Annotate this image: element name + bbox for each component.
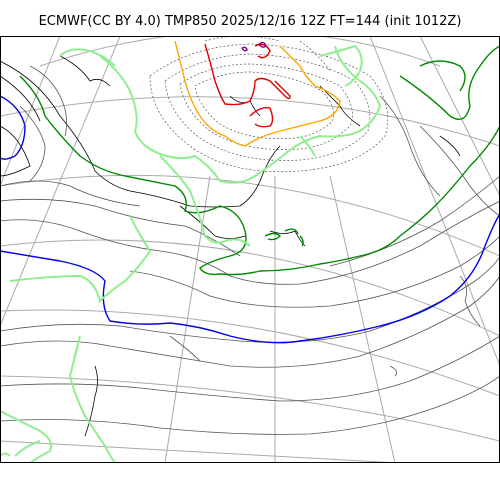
meridian-line bbox=[369, 36, 500, 367]
isotherm-m12c bbox=[59, 48, 116, 67]
isotherm-m30c bbox=[258, 41, 267, 48]
meridian-line bbox=[419, 36, 500, 197]
isotherm-m30c bbox=[241, 46, 248, 52]
isotherm-dashed bbox=[164, 53, 371, 161]
coastline bbox=[59, 55, 111, 87]
isotherm-dashed bbox=[179, 63, 353, 150]
isotherm-m12c bbox=[159, 155, 251, 247]
isotherm-minor bbox=[169, 335, 201, 362]
isotherm-m12c bbox=[0, 410, 53, 463]
isotherm-minor bbox=[29, 65, 68, 137]
minor-isotherms bbox=[0, 65, 500, 435]
isotherm-0c-group bbox=[0, 95, 500, 344]
isotherm-m12c bbox=[99, 45, 382, 184]
meridian-line bbox=[0, 36, 121, 327]
isotherm-m6c bbox=[264, 232, 281, 241]
isotherm-dashed bbox=[194, 71, 334, 140]
temperature-map bbox=[0, 36, 500, 463]
isotherm-m6c bbox=[419, 60, 466, 92]
latitude-arc bbox=[0, 174, 500, 257]
isotherm-m30c-group bbox=[241, 41, 267, 52]
isotherm-minor bbox=[379, 95, 441, 197]
isotherm-0c bbox=[0, 95, 26, 160]
coastline bbox=[0, 75, 41, 122]
isotherm-minor bbox=[0, 375, 500, 435]
isotherm-m24c bbox=[204, 43, 291, 106]
latitude-arc bbox=[0, 96, 500, 147]
map-background bbox=[0, 36, 500, 463]
coastline bbox=[0, 60, 281, 208]
isotherm-m24c bbox=[254, 43, 271, 59]
coastline bbox=[439, 135, 461, 157]
isotherm-m12c bbox=[68, 335, 116, 463]
isotherm-m12c bbox=[14, 440, 41, 457]
isotherm-minor bbox=[0, 335, 500, 402]
isotherm-minor bbox=[0, 180, 141, 207]
isotherm-m12c bbox=[299, 135, 316, 157]
isotherm-minor bbox=[0, 200, 500, 285]
isotherm-m18c bbox=[174, 40, 341, 147]
coastline bbox=[0, 125, 31, 177]
isotherm-m24c bbox=[249, 106, 274, 128]
isotherm-dashed bbox=[149, 43, 389, 173]
isotherm-m12c bbox=[319, 44, 363, 87]
map-title: ECMWF(CC BY 4.0) TMP850 2025/12/16 12Z F… bbox=[38, 14, 462, 29]
isotherm-minor bbox=[419, 125, 500, 217]
isotherm-m6c bbox=[299, 235, 304, 247]
isotherm-m6c-group bbox=[19, 45, 500, 276]
isotherm-m6c bbox=[19, 75, 500, 276]
isotherm-minor bbox=[0, 275, 500, 368]
isotherm-m6c bbox=[399, 45, 500, 120]
isotherm-m24c-group bbox=[204, 43, 291, 128]
isotherm-minor bbox=[329, 175, 500, 267]
isotherm-minor bbox=[389, 365, 398, 377]
coastline bbox=[179, 205, 246, 239]
coastline bbox=[269, 230, 306, 247]
isotherm-m6c bbox=[284, 228, 299, 235]
isotherm-m18c-group bbox=[174, 40, 341, 147]
isotherm-minor bbox=[129, 235, 500, 308]
isotherm-m12c-group bbox=[0, 44, 382, 463]
isotherm-minor bbox=[19, 105, 46, 182]
latitude-arc bbox=[39, 36, 441, 67]
isotherm-0c bbox=[0, 213, 500, 344]
coastline bbox=[84, 365, 98, 437]
coastlines bbox=[0, 55, 461, 437]
latitude-arc bbox=[0, 440, 401, 463]
isotherm-m12c bbox=[9, 215, 152, 303]
